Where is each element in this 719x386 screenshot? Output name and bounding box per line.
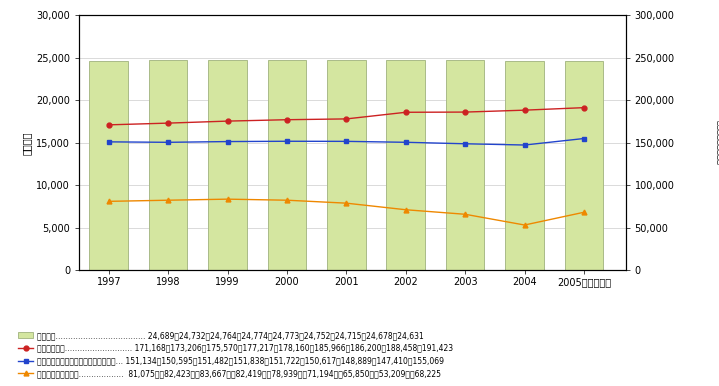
Bar: [327, 60, 366, 270]
Y-axis label: 郵便局数: 郵便局数: [22, 131, 32, 154]
Y-axis label: 郵便ポスト
ゆうパック取扱所
郵便切手類販売所等: 郵便ポスト ゆうパック取扱所 郵便切手類販売所等: [715, 120, 719, 165]
Bar: [149, 60, 188, 270]
Bar: [564, 61, 603, 270]
Bar: [505, 61, 544, 270]
Bar: [267, 60, 306, 270]
Bar: [209, 60, 247, 270]
Bar: [89, 61, 128, 270]
Bar: [386, 60, 425, 270]
Bar: [446, 60, 485, 270]
Legend: 郵便局　……………………………… 24,689・24,732・24,764・24,774・24,773・24,752・24,715・24,678・24,631,: 郵便局 ……………………………… 24,689・24,732・24,764・24…: [18, 331, 453, 378]
